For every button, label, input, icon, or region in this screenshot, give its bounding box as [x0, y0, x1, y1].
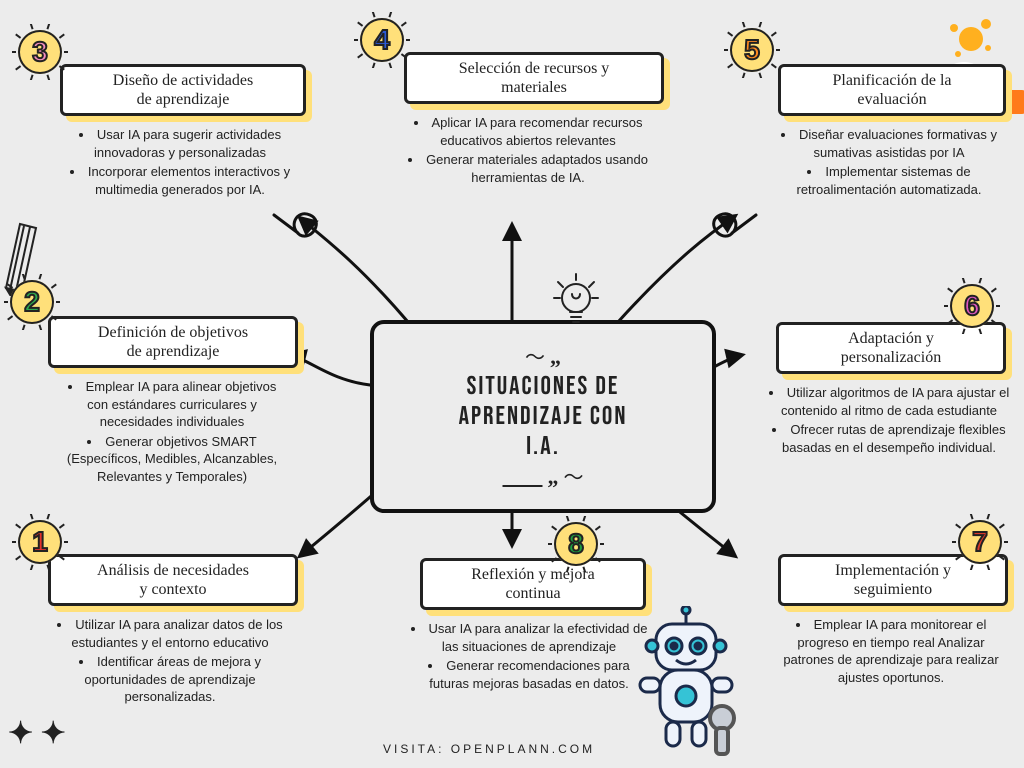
- node-7-bullets: Emplear IA para monitorear el progreso e…: [754, 614, 1010, 688]
- node-4-title: Selección de recursos ymateriales: [404, 52, 664, 104]
- paint-splash-icon: [946, 14, 996, 64]
- node-5-bullets: Diseñar evaluaciones formativas y sumati…: [756, 124, 1004, 200]
- bullet-item: Aplicar IA para recomendar recursos educ…: [406, 114, 650, 149]
- node-3-bullets: Usar IA para sugerir actividades innovad…: [44, 124, 298, 200]
- bullet-item: Usar IA para sugerir actividades innovad…: [62, 126, 298, 161]
- bullet-item: Usar IA para analizar la efectividad de …: [410, 620, 648, 655]
- bullet-item: Generar recomendaciones para futuras mej…: [410, 657, 648, 692]
- node-1-title: Análisis de necesidadesy contexto: [48, 554, 298, 606]
- bullet-item: Identificar áreas de mejora y oportunida…: [50, 653, 290, 706]
- central-topic: 〜 „ SITUACIONES DEAPRENDIZAJE CONI.A. „ …: [370, 320, 716, 513]
- bullet-item: Generar materiales adaptados usando herr…: [406, 151, 650, 186]
- badge-8: 8: [554, 522, 598, 566]
- node-2-bullets: Emplear IA para alinear objetivos con es…: [38, 376, 288, 487]
- footer-link: VISITA: OPENPLANN.COM: [383, 742, 595, 756]
- bullet-item: Emplear IA para alinear objetivos con es…: [56, 378, 288, 431]
- lightbulb-icon: [548, 268, 604, 337]
- node-3-title: Diseño de actividadesde aprendizaje: [60, 64, 306, 116]
- node-2-title: Definición de objetivosde aprendizaje: [48, 316, 298, 368]
- node-1-bullets: Utilizar IA para analizar datos de los e…: [32, 614, 290, 708]
- badge-3: 3: [18, 30, 62, 74]
- node-8-title: Reflexión y mejoracontinua: [420, 558, 646, 610]
- node-5-title: Planificación de laevaluación: [778, 64, 1006, 116]
- bullet-item: Diseñar evaluaciones formativas y sumati…: [774, 126, 1004, 161]
- node-6-title: Adaptación ypersonalización: [776, 322, 1006, 374]
- badge-1: 1: [18, 520, 62, 564]
- node-6-bullets: Utilizar algoritmos de IA para ajustar e…: [750, 382, 1010, 458]
- bullet-item: Incorporar elementos interactivos y mult…: [62, 163, 298, 198]
- sparkle-icon: ✦ ✦: [8, 716, 66, 751]
- badge-5: 5: [730, 28, 774, 72]
- bullet-item: Generar objetivos SMART (Específicos, Me…: [56, 433, 288, 486]
- badge-6: 6: [950, 284, 994, 328]
- badge-4: 4: [360, 18, 404, 62]
- badge-2: 2: [10, 280, 54, 324]
- bullet-item: Utilizar algoritmos de IA para ajustar e…: [768, 384, 1010, 419]
- bullet-item: Implementar sistemas de retroalimentació…: [774, 163, 1004, 198]
- bullet-item: Emplear IA para monitorear el progreso e…: [772, 616, 1010, 686]
- bullet-item: Utilizar IA para analizar datos de los e…: [50, 616, 290, 651]
- badge-7: 7: [958, 520, 1002, 564]
- central-title: SITUACIONES DEAPRENDIZAJE CONI.A.: [459, 371, 628, 462]
- node-8-bullets: Usar IA para analizar la efectividad de …: [392, 618, 648, 694]
- node-4-bullets: Aplicar IA para recomendar recursos educ…: [388, 112, 650, 188]
- bullet-item: Ofrecer rutas de aprendizaje flexibles b…: [768, 421, 1010, 456]
